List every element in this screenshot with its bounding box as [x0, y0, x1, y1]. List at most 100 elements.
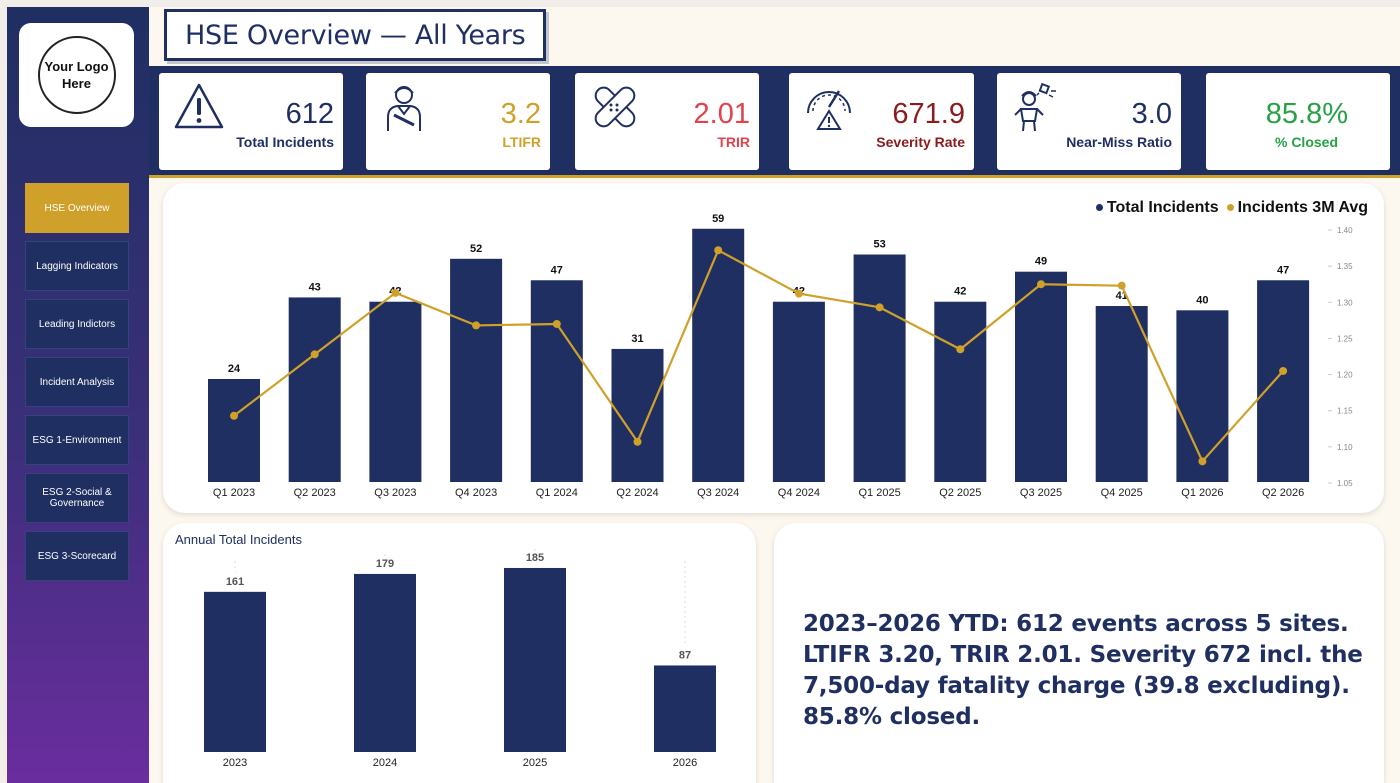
y2-tick-label: 1.25 [1337, 334, 1353, 343]
annual-bar-2023 [204, 591, 266, 752]
x-tick-label: Q4 2023 [455, 487, 497, 499]
bar-q3-2024 [692, 228, 745, 482]
sidebar: Your Logo Here HSE Overview Lagging Indi… [7, 7, 149, 783]
avg-point [794, 289, 803, 298]
sidebar-item-leading-indicators[interactable]: Leading Indictors [25, 299, 129, 349]
annual-bar-2025 [504, 567, 566, 752]
sidebar-item-lagging-indicators[interactable]: Lagging Indicators [25, 241, 129, 291]
sidebar-item-esg-environment[interactable]: ESG 1-Environment [25, 415, 129, 465]
annual-chart-card: Annual Total Incidents 161 2023 179 2024 185… [163, 523, 756, 783]
bandage-icon [594, 86, 636, 128]
quarterly-incidents-chart: 24 Q1 2023 43 Q2 2023 42 Q3 2023 52 Q4 2023 47 Q1… [208, 213, 1353, 499]
legend-item-3m-avg[interactable]: Incidents 3M Avg [1226, 199, 1368, 217]
window-top-border [0, 0, 1400, 7]
chart-legend: Total Incidents Incidents 3M Avg [1095, 199, 1368, 217]
kpi-band: 612 Total Incidents 3.2 LTIFR 2.01 TRIR [149, 66, 1400, 178]
y2-tick-label: 1.10 [1337, 443, 1353, 452]
avg-point [472, 321, 481, 330]
avg-point [310, 350, 319, 359]
kpi-value: 612 [285, 98, 334, 130]
legend-dot [1226, 204, 1234, 212]
avg-point [1279, 366, 1288, 375]
y2-tick-label: 1.30 [1337, 298, 1353, 307]
avg-line [233, 248, 1284, 464]
avg-point [552, 319, 561, 328]
bar-q3-2025 [1015, 271, 1067, 482]
bar-q4-2024 [772, 301, 825, 482]
x-tick-label: Q2 2023 [294, 487, 336, 499]
bar-q2-2026 [1257, 280, 1310, 482]
bar-data-label: 161 [226, 576, 244, 588]
kpi-label: LTIFR [502, 134, 541, 150]
page-title: HSE Overview — All Years [185, 19, 526, 51]
kpi-card-total-incidents[interactable]: 612 Total Incidents [159, 73, 343, 170]
x-tick-label: Q1 2023 [213, 487, 255, 499]
legend-dot [1095, 204, 1103, 212]
summary-card: 2023–2026 YTD: 612 events across 5 sites… [774, 523, 1384, 783]
legend-label: Total Incidents [1106, 199, 1219, 216]
kpi-card-near-miss-ratio[interactable]: 3.0 Near-Miss Ratio [997, 73, 1181, 170]
annual-incidents-chart: 161 2023 179 2024 185 2025 87 2026 [204, 547, 716, 769]
kpi-value: 3.2 [500, 98, 541, 130]
x-tick-label: Q3 2025 [1020, 487, 1062, 499]
bar-data-label: 59 [712, 213, 724, 225]
x-tick-label: 2026 [673, 757, 697, 769]
bar-data-label: 53 [873, 239, 885, 251]
annual-chart-title: Annual Total Incidents [175, 532, 302, 547]
y2-tick-label: 1.35 [1337, 262, 1353, 271]
kpi-card-percent-closed[interactable]: 85.8% % Closed [1206, 73, 1390, 170]
kpi-card-severity-rate[interactable]: 671.9 Severity Rate [789, 73, 974, 170]
kpi-label: TRIR [717, 134, 750, 150]
sidebar-item-esg-scorecard[interactable]: ESG 3-Scorecard [25, 531, 129, 581]
avg-point [1117, 281, 1126, 290]
kpi-label: % Closed [1274, 134, 1338, 150]
sidebar-item-incident-analysis[interactable]: Incident Analysis [25, 357, 129, 407]
bar-q3-2023 [369, 301, 422, 482]
kpi-value: 671.9 [892, 98, 965, 130]
x-tick-label: Q2 2025 [939, 487, 981, 499]
avg-point [391, 288, 400, 297]
kpi-value: 2.01 [693, 98, 750, 130]
x-tick-label: Q3 2024 [697, 487, 739, 499]
kpi-label: Severity Rate [876, 134, 965, 150]
kpi-card-ltifr[interactable]: 3.2 LTIFR [366, 73, 550, 170]
avg-point [633, 437, 642, 446]
x-tick-label: 2025 [523, 757, 547, 769]
warning-icon [174, 83, 224, 129]
avg-point [1198, 457, 1207, 466]
x-tick-label: Q3 2023 [374, 487, 416, 499]
bar-data-label: 43 [309, 281, 321, 293]
x-tick-label: 2024 [373, 757, 397, 769]
x-tick-label: Q1 2025 [858, 487, 900, 499]
kpi-value: 85.8% [1265, 98, 1348, 130]
bar-data-label: 185 [526, 552, 544, 564]
legend-item-total-incidents[interactable]: Total Incidents [1095, 199, 1219, 217]
x-tick-label: Q4 2025 [1101, 487, 1143, 499]
bar-q1-2023 [208, 378, 260, 482]
bar-data-label: 87 [679, 649, 691, 661]
avg-point [956, 345, 965, 354]
logo: Your Logo Here [37, 36, 116, 114]
sidebar-item-hse-overview[interactable]: HSE Overview [25, 183, 129, 233]
x-tick-label: Q4 2024 [778, 487, 820, 499]
x-tick-label: Q2 2024 [616, 487, 658, 499]
annual-bar-2024 [354, 573, 416, 752]
kpi-value: 3.0 [1131, 98, 1172, 130]
avg-point [1037, 280, 1045, 289]
bar-q1-2025 [853, 254, 906, 482]
avg-point [230, 411, 238, 420]
kpi-label: Total Incidents [236, 134, 334, 150]
bar-data-label: 52 [470, 243, 482, 255]
gauge-warning-icon [807, 90, 851, 130]
sidebar-item-esg-social-governance[interactable]: ESG 2-Social & Governance [25, 473, 129, 523]
kpi-card-trir[interactable]: 2.01 TRIR [575, 73, 759, 170]
page-title-box: HSE Overview — All Years [164, 9, 546, 61]
kpi-label: Near-Miss Ratio [1066, 134, 1172, 150]
bar-q2-2023 [288, 297, 341, 482]
injured-worker-icon [387, 86, 421, 131]
bar-data-label: 40 [1196, 294, 1208, 306]
x-tick-label: Q1 2024 [536, 487, 578, 499]
bar-q1-2024 [530, 280, 583, 482]
legend-label: Incidents 3M Avg [1237, 199, 1368, 216]
avg-point [875, 303, 884, 312]
